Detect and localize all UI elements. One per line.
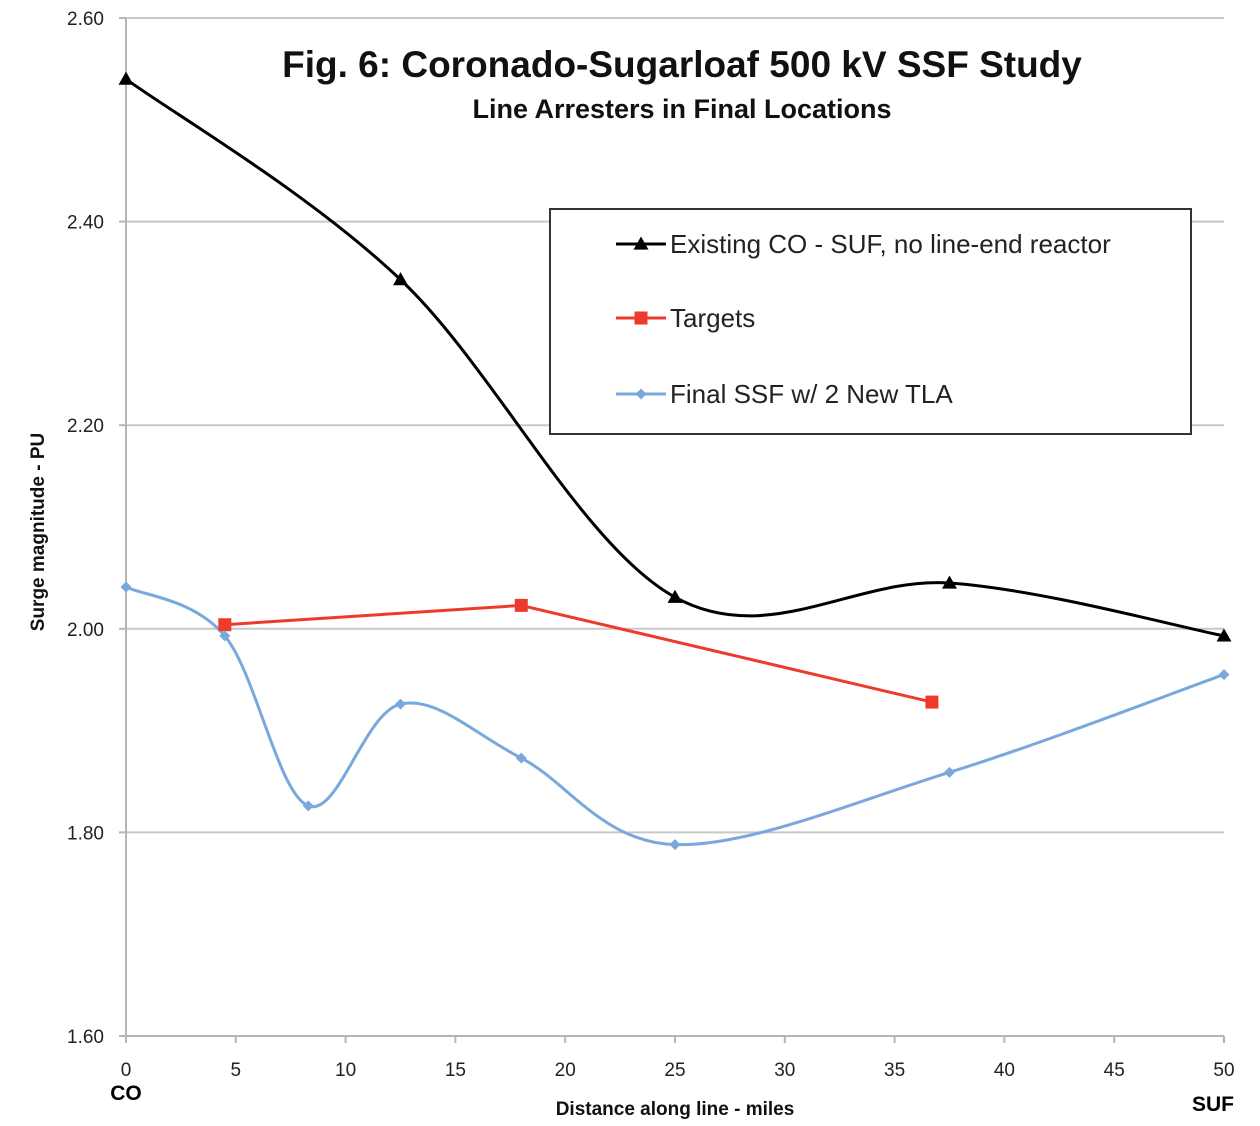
y-tick-label: 2.20	[67, 416, 104, 437]
legend-label-existing-co-suf-no-line-end-reactor: Existing CO - SUF, no line-end reactor	[670, 229, 1111, 259]
x-end-label-co: CO	[110, 1082, 142, 1105]
x-tick-label: 10	[335, 1060, 356, 1081]
legend-label-final-ssf-w-2-new-tla: Final SSF w/ 2 New TLA	[670, 379, 953, 409]
x-tick-label: 0	[121, 1060, 132, 1081]
chart-subtitle: Line Arresters in Final Locations	[472, 94, 891, 124]
data-point-existing-co-suf-no-line-end-reactor	[667, 589, 683, 603]
x-tick-label: 15	[445, 1060, 466, 1081]
data-point-final-ssf-w-2-new-tla	[302, 800, 314, 812]
data-point-final-ssf-w-2-new-tla	[395, 698, 406, 710]
data-point-existing-co-suf-no-line-end-reactor	[1216, 628, 1232, 642]
data-point-final-ssf-w-2-new-tla	[669, 839, 681, 851]
data-point-existing-co-suf-no-line-end-reactor	[118, 71, 134, 85]
legend: Existing CO - SUF, no line-end reactor Ta…	[549, 208, 1192, 435]
y-tick-label: 2.60	[67, 9, 104, 30]
axes	[119, 17, 1225, 1043]
data-point-final-ssf-w-2-new-tla	[120, 581, 132, 593]
data-point-targets	[218, 618, 232, 632]
data-point-final-ssf-w-2-new-tla	[515, 752, 527, 764]
data-point-final-ssf-w-2-new-tla	[219, 630, 231, 642]
data-point-final-ssf-w-2-new-tla	[944, 766, 955, 778]
series-lines	[125, 77, 1225, 847]
x-tick-label: 30	[774, 1060, 795, 1081]
y-tick-labels: 2.60 2.40 2.20 2.00 1.80 1.60	[67, 9, 104, 1048]
data-point-final-ssf-w-2-new-tla	[1218, 669, 1230, 681]
x-tick-label: 5	[231, 1060, 242, 1081]
x-tick-label: 40	[994, 1060, 1015, 1081]
data-point-existing-co-suf-no-line-end-reactor	[942, 575, 957, 589]
series-markers	[118, 71, 1232, 851]
y-tick-label: 1.60	[67, 1027, 104, 1048]
legend-marker-existing-co-suf-no-line-end-reactor	[633, 236, 649, 250]
data-point-targets	[514, 598, 528, 612]
legend-box	[549, 208, 1192, 435]
y-tick-label: 1.80	[67, 823, 104, 844]
x-tick-label: 50	[1213, 1060, 1234, 1081]
x-tick-labels: 0 5 10 15 20 25 30 35 40 45 50	[121, 1060, 1235, 1081]
y-axis-label: Surge magnitude - PU	[28, 433, 49, 631]
legend-label-targets: Targets	[670, 303, 755, 333]
series-line-existing-co-suf-no-line-end-reactor	[125, 77, 1225, 638]
chart-title: Fig. 6: Coronado-Sugarloaf 500 kV SSF St…	[282, 44, 1082, 85]
y-tick-label: 2.00	[67, 620, 104, 641]
data-point-targets	[925, 695, 939, 709]
y-tick-label: 2.40	[67, 213, 104, 234]
data-point-existing-co-suf-no-line-end-reactor	[393, 272, 408, 286]
x-tick-label: 25	[664, 1060, 685, 1081]
series-line-targets	[224, 603, 933, 704]
x-tick-label: 20	[555, 1060, 576, 1081]
x-axis-label: Distance along line - miles	[556, 1099, 795, 1120]
series-line-final-ssf-w-2-new-tla	[125, 585, 1225, 847]
x-tick-label: 35	[884, 1060, 905, 1081]
legend-marker-targets	[634, 311, 648, 325]
legend-marker-final-ssf-w-2-new-tla	[635, 388, 647, 400]
x-tick-label: 45	[1104, 1060, 1125, 1081]
x-end-label-suf: SUF	[1192, 1093, 1234, 1116]
